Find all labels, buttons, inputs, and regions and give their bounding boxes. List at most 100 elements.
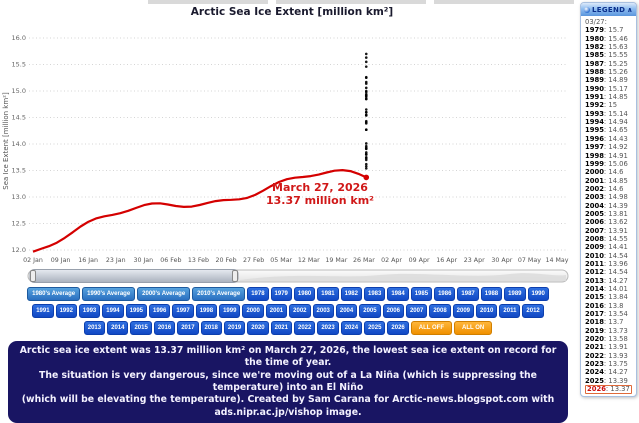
slider-selected-range[interactable] bbox=[29, 269, 239, 283]
collapse-chevron-icon[interactable]: ∧ bbox=[627, 5, 633, 14]
anchor-dot-2006 bbox=[364, 162, 368, 166]
summary-line-1: Arctic sea ice extent was 13.37 million … bbox=[19, 345, 557, 369]
year-button-1980[interactable]: 1980 bbox=[293, 287, 316, 301]
year-button-2005[interactable]: 2005 bbox=[359, 304, 381, 318]
year-button-1990[interactable]: 1990 bbox=[527, 287, 549, 301]
year-button-1983[interactable]: 1983 bbox=[363, 287, 386, 301]
legend-entry-1997: 1997: 14.92 bbox=[585, 143, 628, 152]
legend-entry-2021: 2021: 13.91 bbox=[585, 343, 628, 352]
slider-left-handle[interactable] bbox=[30, 270, 36, 282]
legend-entry-2004: 2004: 14.39 bbox=[585, 201, 628, 210]
year-button-2022[interactable]: 2022 bbox=[293, 321, 316, 335]
series-line-1988 bbox=[33, 69, 557, 153]
legend-entry-2022: 2022: 13.93 bbox=[585, 351, 628, 360]
year-button-1996[interactable]: 1996 bbox=[149, 304, 171, 318]
year-button-2025[interactable]: 2025 bbox=[364, 321, 386, 335]
x-tick-label: 30 Apr bbox=[491, 257, 512, 264]
x-tick-label: 12 Mar bbox=[298, 257, 320, 264]
year-button-1992[interactable]: 1992 bbox=[55, 304, 77, 318]
year-button-1984[interactable]: 1984 bbox=[387, 287, 409, 301]
average-button-1990's[interactable]: 1990's Average bbox=[82, 287, 136, 301]
year-button-1998[interactable]: 1998 bbox=[195, 304, 218, 318]
year-button-1991[interactable]: 1991 bbox=[32, 304, 54, 318]
year-button-2006[interactable]: 2006 bbox=[382, 304, 404, 318]
year-button-1982[interactable]: 1982 bbox=[340, 287, 362, 301]
x-tick-label: 23 Apr bbox=[464, 257, 485, 264]
year-button-2014[interactable]: 2014 bbox=[107, 321, 129, 335]
anchor-dot-2012 bbox=[364, 114, 368, 117]
year-button-2020[interactable]: 2020 bbox=[247, 321, 269, 335]
year-button-2002[interactable]: 2002 bbox=[289, 304, 311, 318]
legend-entry-2023: 2023: 13.75 bbox=[585, 360, 628, 369]
slider-preview-wave bbox=[240, 273, 566, 281]
slider-right-handle[interactable] bbox=[232, 270, 238, 282]
all-off-button[interactable]: ALL OFF bbox=[410, 321, 452, 335]
year-button-2018[interactable]: 2018 bbox=[200, 321, 222, 335]
x-tick-label: 09 Apr bbox=[409, 257, 430, 264]
series-line-2012 bbox=[33, 114, 557, 186]
year-button-2013[interactable]: 2013 bbox=[83, 321, 106, 335]
year-button-1993[interactable]: 1993 bbox=[78, 304, 101, 318]
series-line-2004 bbox=[33, 115, 557, 183]
x-tick-label: 19 Mar bbox=[325, 257, 347, 264]
legend-entry-1988: 1988: 15.26 bbox=[585, 68, 628, 77]
y-tick-label: 14.5 bbox=[12, 114, 26, 122]
year-button-1999[interactable]: 1999 bbox=[219, 304, 241, 318]
legend-date-label: 03/27: bbox=[585, 18, 607, 26]
legend-header[interactable]: LEGEND ∧ bbox=[581, 3, 636, 16]
year-button-2007[interactable]: 2007 bbox=[405, 304, 428, 318]
year-button-2021[interactable]: 2021 bbox=[270, 321, 292, 335]
anchor-dot-2020 bbox=[364, 164, 368, 168]
year-button-2026[interactable]: 2026 bbox=[387, 321, 409, 335]
year-button-2001[interactable]: 2001 bbox=[265, 304, 288, 318]
year-button-2004[interactable]: 2004 bbox=[335, 304, 358, 318]
y-tick-label: 12.0 bbox=[12, 246, 26, 254]
series-line-1989 bbox=[33, 80, 557, 159]
series-line-1990 bbox=[33, 82, 557, 156]
year-button-2024[interactable]: 2024 bbox=[340, 321, 363, 335]
year-button-2009[interactable]: 2009 bbox=[452, 304, 475, 318]
year-button-2015[interactable]: 2015 bbox=[130, 321, 152, 335]
x-tick-label: 06 Feb bbox=[160, 257, 181, 264]
year-button-1995[interactable]: 1995 bbox=[125, 304, 147, 318]
series-line-1987 bbox=[33, 59, 557, 141]
average-button-1980's[interactable]: 1980's Average bbox=[27, 287, 81, 301]
year-button-1979[interactable]: 1979 bbox=[270, 287, 292, 301]
legend-entry-1998: 1998: 14.91 bbox=[585, 151, 628, 160]
sea-ice-extent-chart: 16.0 15.5 15.0 14.5 14.0 13.5 13.0 12.5 12.0 02 J… bbox=[2, 6, 569, 264]
year-button-2012[interactable]: 2012 bbox=[522, 304, 544, 318]
year-button-2023[interactable]: 2023 bbox=[317, 321, 339, 335]
anchor-dot-1982 bbox=[364, 56, 368, 59]
year-button-1978[interactable]: 1978 bbox=[247, 287, 269, 301]
legend-entry-1979: 1979: 15.7 bbox=[585, 26, 624, 35]
series-line-2010 bbox=[33, 106, 557, 183]
year-button-1987[interactable]: 1987 bbox=[457, 287, 479, 301]
year-button-1994[interactable]: 1994 bbox=[102, 304, 124, 318]
year-button-2010[interactable]: 2010 bbox=[476, 304, 498, 318]
series-line-1982 bbox=[33, 52, 557, 126]
anchor-dot-2001 bbox=[364, 97, 368, 101]
year-button-2003[interactable]: 2003 bbox=[312, 304, 334, 318]
legend-entry-1982: 1982: 15.63 bbox=[585, 43, 628, 52]
year-button-2008[interactable]: 2008 bbox=[429, 304, 451, 318]
year-button-1985[interactable]: 1985 bbox=[410, 287, 433, 301]
year-button-1981[interactable]: 1981 bbox=[317, 287, 339, 301]
anchor-dot-2022 bbox=[364, 146, 368, 150]
time-range-slider[interactable] bbox=[0, 268, 576, 284]
year-button-1988[interactable]: 1988 bbox=[480, 287, 503, 301]
year-button-2011[interactable]: 2011 bbox=[499, 304, 521, 318]
year-button-2017[interactable]: 2017 bbox=[177, 321, 199, 335]
anchor-dot-1980 bbox=[364, 65, 368, 68]
year-button-1989[interactable]: 1989 bbox=[504, 287, 526, 301]
legend-entry-2009: 2009: 14.41 bbox=[585, 243, 628, 252]
summary-text-box: Arctic sea ice extent was 13.37 million … bbox=[8, 341, 568, 423]
anchor-dot-1988 bbox=[364, 75, 368, 79]
all-on-button[interactable]: ALL ON bbox=[454, 321, 493, 335]
year-button-2016[interactable]: 2016 bbox=[153, 321, 176, 335]
year-button-1986[interactable]: 1986 bbox=[434, 287, 456, 301]
year-button-2019[interactable]: 2019 bbox=[223, 321, 246, 335]
year-button-1997[interactable]: 1997 bbox=[172, 304, 194, 318]
average-button-2000's[interactable]: 2000's Average bbox=[137, 287, 191, 301]
average-button-2010's[interactable]: 2010's Average bbox=[192, 287, 246, 301]
year-button-2000[interactable]: 2000 bbox=[242, 304, 264, 318]
